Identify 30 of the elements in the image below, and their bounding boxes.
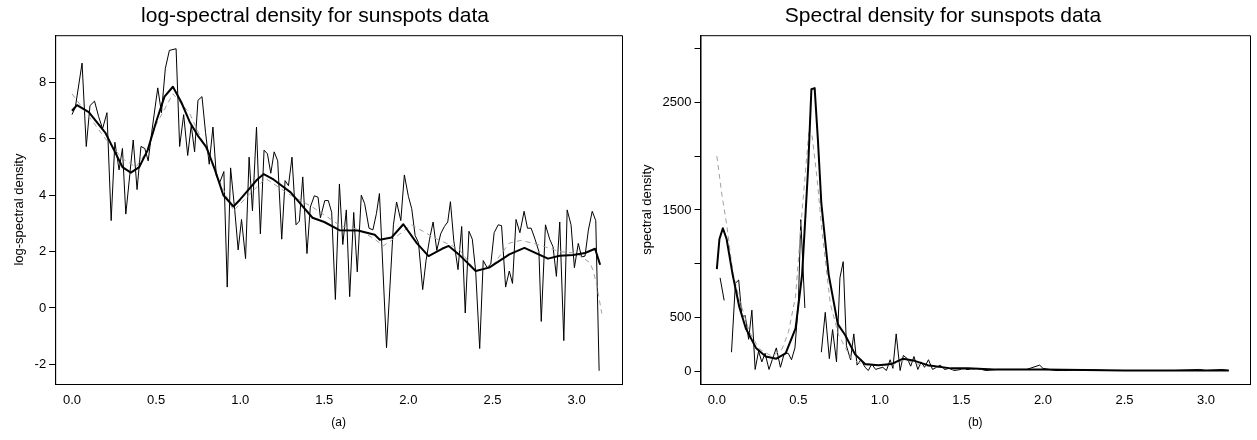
x-tick-label: 2.5 xyxy=(1115,392,1134,408)
x-tick-label: 3.0 xyxy=(1196,392,1216,408)
y-tick-label: 0 xyxy=(38,299,47,315)
x-tick-label: 0.0 xyxy=(62,392,82,408)
y-tick-label: 1500 xyxy=(662,201,692,217)
x-tick-label: 0.0 xyxy=(707,392,726,408)
y-axis-title: spectral density xyxy=(639,163,655,255)
x-tick-label: 2.0 xyxy=(399,392,418,408)
x-tick-label: 2.0 xyxy=(1033,392,1052,408)
x-tick-label: 1.0 xyxy=(231,392,250,408)
x-tick-label: 1.5 xyxy=(315,392,334,408)
x-tick-label: 3.0 xyxy=(567,392,586,408)
x-tick-label: 1.0 xyxy=(870,392,889,408)
y-tick-label: 2 xyxy=(38,243,47,259)
y-axis-title: log-spectral density xyxy=(11,153,27,266)
x-tick-label: 1.5 xyxy=(952,392,971,408)
x-tick-label: 0.5 xyxy=(789,392,808,408)
y-tick-label: 6 xyxy=(38,130,47,146)
x-axis-title: (a) xyxy=(331,415,346,430)
x-tick-label: 2.5 xyxy=(483,392,502,408)
x-axis-title: (b) xyxy=(967,415,983,430)
y-tick-label: 0 xyxy=(684,363,692,379)
y-tick-label: 4 xyxy=(38,186,47,202)
chart-title: Spectral density for sunspots data xyxy=(784,3,1102,27)
y-tick-label: 2500 xyxy=(662,93,692,109)
y-tick-label: 500 xyxy=(669,309,692,325)
chart-title: log-spectral density for sunspots data xyxy=(141,3,490,27)
y-tick-label: 8 xyxy=(38,74,47,90)
y-tick-label: -2 xyxy=(34,355,47,371)
x-tick-label: 0.5 xyxy=(147,392,166,408)
